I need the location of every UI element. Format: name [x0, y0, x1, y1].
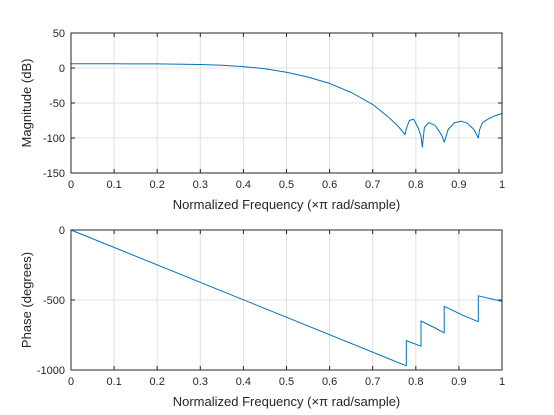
magnitude-x-tick-label: 0.9	[451, 179, 466, 191]
magnitude-y-tick-labels: 50 0 -50 -100 -150	[43, 28, 65, 180]
magnitude-y-tick-label: 0	[59, 63, 65, 75]
phase-axes-frame	[70, 229, 503, 371]
magnitude-axes: 0 0.1 0.2 0.3 0.4 0.5 0.6 0.7 0.8 0.9 1 50 0 -50 -100…	[19, 28, 505, 212]
magnitude-x-axis-label: Normalized Frequency (×π rad/sample)	[173, 197, 401, 212]
magnitude-axes-frame	[70, 32, 503, 174]
phase-x-tick-label: 0.1	[106, 376, 121, 388]
magnitude-x-tick-label: 0	[68, 179, 74, 191]
phase-series-line	[70, 229, 503, 367]
magnitude-series-line	[71, 63, 503, 148]
magnitude-x-tick-label: 0.2	[150, 179, 165, 191]
phase-x-tick-label: 1	[499, 376, 505, 388]
phase-x-tick-label: 0.2	[150, 376, 165, 388]
magnitude-grid	[70, 32, 503, 174]
phase-x-axis-label: Normalized Frequency (×π rad/sample)	[173, 394, 401, 409]
phase-y-tick-label: -1000	[37, 365, 65, 377]
phase-y-tick-labels: 0 -500 -1000	[37, 225, 65, 377]
magnitude-x-tick-label: 0.4	[236, 179, 251, 191]
magnitude-y-tick-label: -50	[49, 98, 65, 110]
phase-y-tick-label: -500	[43, 295, 65, 307]
phase-x-tick-label: 0	[68, 376, 74, 388]
phase-y-tick-label: 0	[59, 225, 65, 237]
phase-x-tick-label: 0.3	[193, 376, 208, 388]
magnitude-x-tick-label: 0.1	[106, 179, 121, 191]
phase-grid	[70, 229, 503, 371]
phase-axes: 0 0.1 0.2 0.3 0.4 0.5 0.6 0.7 0.8 0.9 1 0 -500 -1000…	[19, 225, 505, 409]
magnitude-x-tick-label: 0.6	[322, 179, 337, 191]
phase-y-axis-label: Phase (degrees)	[19, 252, 34, 348]
magnitude-x-tick-label: 1	[499, 179, 505, 191]
phase-x-tick-label: 0.8	[408, 376, 423, 388]
magnitude-y-axis-label: Magnitude (dB)	[19, 59, 34, 148]
phase-x-tick-label: 0.5	[279, 376, 294, 388]
magnitude-y-tick-label: -150	[43, 168, 65, 180]
magnitude-x-tick-labels: 0 0.1 0.2 0.3 0.4 0.5 0.6 0.7 0.8 0.9 1	[68, 179, 505, 191]
phase-x-tick-label: 0.7	[365, 376, 380, 388]
phase-x-tick-label: 0.6	[322, 376, 337, 388]
phase-x-tick-labels: 0 0.1 0.2 0.3 0.4 0.5 0.6 0.7 0.8 0.9 1	[68, 376, 505, 388]
magnitude-x-tick-label: 0.5	[279, 179, 294, 191]
magnitude-x-tick-label: 0.7	[365, 179, 380, 191]
magnitude-x-tick-label: 0.8	[408, 179, 423, 191]
magnitude-y-tick-label: 50	[53, 28, 65, 40]
magnitude-x-tick-label: 0.3	[193, 179, 208, 191]
magnitude-y-tick-label: -100	[43, 133, 65, 145]
phase-x-tick-label: 0.4	[236, 376, 251, 388]
phase-x-tick-label: 0.9	[451, 376, 466, 388]
